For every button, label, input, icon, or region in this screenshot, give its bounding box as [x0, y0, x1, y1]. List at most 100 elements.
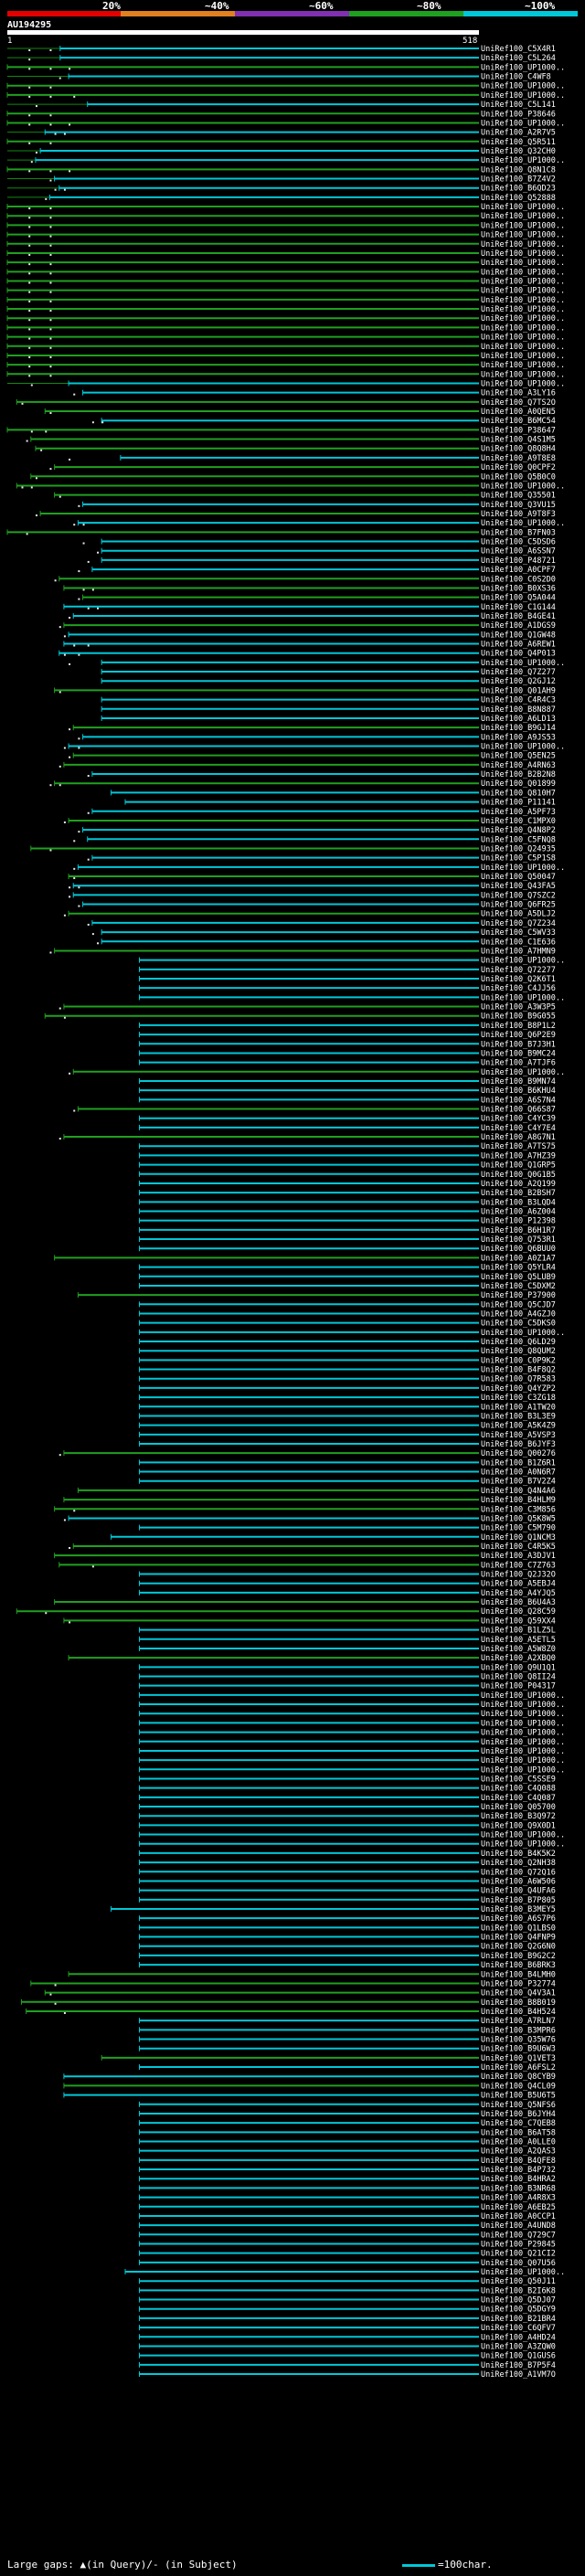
gap-marker: [28, 328, 31, 331]
hit-label: UniRef100_UP1000..: [481, 1701, 565, 1710]
hit-label: UniRef100_A1DGS9: [481, 621, 556, 631]
hit-label: UniRef100_Q5B0C0: [481, 472, 556, 482]
gap-marker: [49, 263, 52, 266]
hit-label: UniRef100_C5X4R1: [481, 45, 556, 54]
hit-label: UniRef100_Q66S87: [481, 1106, 556, 1115]
hit-label: UniRef100_C7QEB8: [481, 2119, 556, 2128]
gap-marker: [97, 551, 100, 554]
gap-marker: [91, 421, 94, 424]
gap-marker: [49, 217, 52, 219]
gap-marker: [49, 310, 52, 313]
gap-marker: [63, 1519, 66, 1521]
hit-label: UniRef100_C3M856: [481, 1505, 556, 1514]
hit-label: UniRef100_C4JJ56: [481, 984, 556, 993]
gap-marker: [78, 831, 80, 833]
hit-label: UniRef100_B2I6K8: [481, 2286, 556, 2295]
gap-marker: [45, 197, 48, 200]
gap-marker: [45, 430, 48, 433]
gap-marker: [87, 858, 90, 861]
gap-marker: [49, 68, 52, 70]
hit-label: UniRef100_A0CPF7: [481, 566, 556, 575]
gap-marker: [78, 905, 80, 907]
gap-marker: [49, 226, 52, 228]
hit-label: UniRef100_Q6P2E9: [481, 1031, 556, 1040]
gap-marker: [73, 1109, 76, 1112]
gap-marker: [35, 151, 37, 154]
gap-marker: [54, 188, 57, 191]
gap-marker: [35, 477, 37, 480]
gap-marker: [28, 346, 31, 349]
hit-label: UniRef100_B3MPR6: [481, 2026, 556, 2035]
hit-label: UniRef100_UP1000..: [481, 1691, 565, 1701]
gap-marker: [49, 951, 52, 954]
gap-marker: [28, 235, 31, 238]
hit-label: UniRef100_A3DJV1: [481, 1552, 556, 1561]
hit-label: UniRef100_UP1000..: [481, 379, 565, 388]
hit-label: UniRef100_Q9U1Q1: [481, 1663, 556, 1672]
hit-label: UniRef100_UP1000..: [481, 343, 565, 352]
gap-marker: [82, 588, 85, 591]
hit-label: UniRef100_A4RN63: [481, 761, 556, 770]
hit-label: UniRef100_Q1VET3: [481, 2054, 556, 2063]
hit-label: UniRef100_A5VSP3: [481, 1431, 556, 1440]
hit-label: UniRef100_Q72277: [481, 966, 556, 975]
hit-label: UniRef100_B4P732: [481, 2166, 556, 2175]
hit-label: UniRef100_Q1LBS0: [481, 1924, 556, 1933]
hit-label: UniRef100_Q07U56: [481, 2259, 556, 2268]
hit-label: UniRef100_A7TS75: [481, 1142, 556, 1151]
hit-label: UniRef100_B8P1L2: [481, 1022, 556, 1031]
gap-marker: [28, 281, 31, 284]
gap-marker: [87, 644, 90, 647]
gap-marker: [49, 244, 52, 247]
gap-marker: [49, 784, 52, 787]
query-end-label: 518: [463, 37, 478, 46]
gap-marker: [49, 123, 52, 126]
gap-marker: [87, 775, 90, 778]
hit-label: UniRef100_B6KHU4: [481, 1087, 556, 1096]
hit-label: UniRef100_UP1000..: [481, 1765, 565, 1775]
gap-marker: [21, 486, 24, 489]
hit-label: UniRef100_Q7Z277: [481, 668, 556, 677]
hit-label: UniRef100_A6S7P6: [481, 1914, 556, 1924]
hit-label: UniRef100_Q59XX4: [481, 1617, 556, 1626]
hit-label: UniRef100_UP1000..: [481, 1738, 565, 1747]
gap-marker: [26, 533, 28, 535]
hit-label: UniRef100_B3MEY5: [481, 1905, 556, 1914]
gap-marker: [49, 281, 52, 284]
hit-label: UniRef100_Q1GUS6: [481, 2352, 556, 2361]
hit-label: UniRef100_A0LLE0: [481, 2138, 556, 2147]
hit-label: UniRef100_B4LMH0: [481, 1970, 556, 1979]
hit-label: UniRef100_Q8CYB9: [481, 2072, 556, 2082]
hit-label: UniRef100_A9JS53: [481, 733, 556, 742]
hit-label: UniRef100_B8B019: [481, 1998, 556, 2008]
hit-label: UniRef100_A7TJF6: [481, 1059, 556, 1068]
hit-label: UniRef100_C4Q088: [481, 1785, 556, 1794]
hit-label: UniRef100_Q4YZP2: [481, 1384, 556, 1394]
hit-label: UniRef100_C4R5K5: [481, 1542, 556, 1552]
hit-label: UniRef100_C1E636: [481, 938, 556, 947]
hit-label: UniRef100_C5DSD6: [481, 538, 556, 547]
gap-marker: [28, 49, 31, 51]
hit-label: UniRef100_Q35501: [481, 492, 556, 501]
hit-label: UniRef100_UP1000..: [481, 352, 565, 361]
gap-marker: [28, 68, 31, 70]
hit-label: UniRef100_Q8QUM2: [481, 1347, 556, 1356]
gap-marker: [28, 310, 31, 313]
gap-marker: [69, 1546, 71, 1549]
hit-label: UniRef100_Q52888: [481, 194, 556, 203]
hit-label: UniRef100_UP1000..: [481, 323, 565, 333]
query-start-label: 1: [7, 37, 13, 46]
pct-label-80: ~80%: [417, 0, 441, 12]
hit-label: UniRef100_UP1000..: [481, 268, 565, 277]
gap-marker: [49, 412, 52, 415]
gap-marker: [49, 179, 52, 182]
gap-marker: [28, 337, 31, 340]
hit-label: UniRef100_A9T8F3: [481, 510, 556, 519]
gap-marker: [73, 867, 76, 870]
hit-label: UniRef100_C4R4C3: [481, 696, 556, 705]
hit-label: UniRef100_A4UND8: [481, 2221, 556, 2231]
gap-marker: [91, 588, 94, 591]
gap-marker: [28, 244, 31, 247]
gap-marker: [97, 942, 100, 945]
hit-label: UniRef100_B9G2C2: [481, 1952, 556, 1961]
